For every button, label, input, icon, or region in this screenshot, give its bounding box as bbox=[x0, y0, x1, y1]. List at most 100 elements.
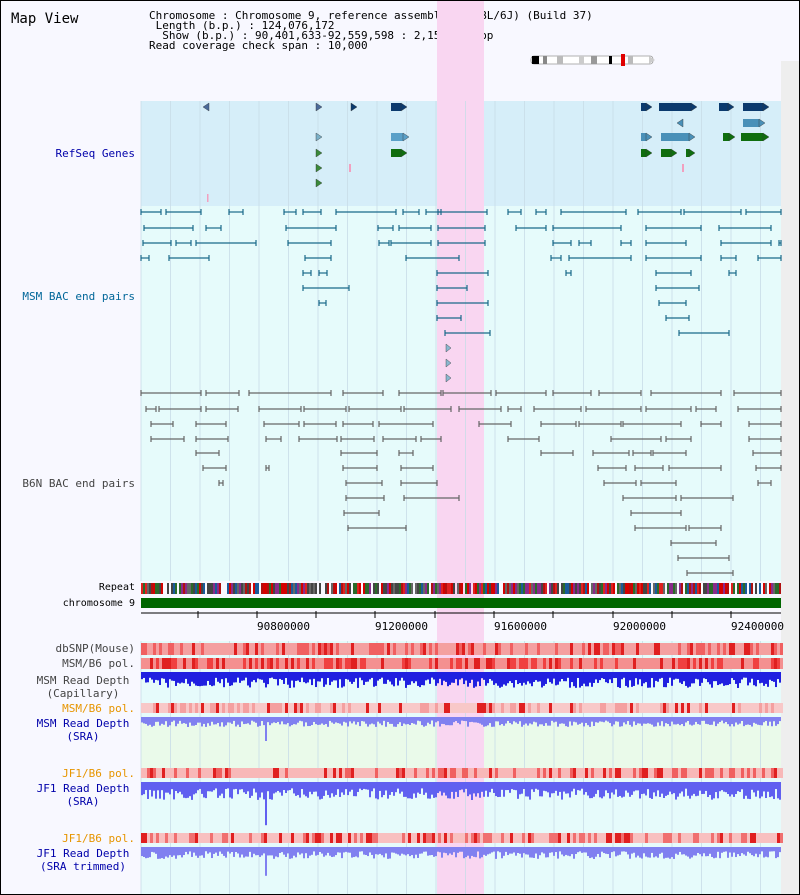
jf1-b6-pol-label[interactable]: JF1/B6 pol. bbox=[62, 767, 135, 780]
polymorphism-cell bbox=[525, 658, 528, 669]
polymorphism-cell bbox=[180, 768, 183, 778]
read-depth-bar bbox=[477, 672, 479, 682]
polymorphism-cell bbox=[255, 768, 258, 778]
read-depth-bar bbox=[739, 717, 741, 724]
read-depth-bar bbox=[325, 672, 327, 685]
polymorphism-cell bbox=[270, 658, 273, 669]
polymorphism-cell bbox=[255, 643, 258, 655]
read-depth-bar bbox=[309, 672, 311, 680]
read-depth-bar bbox=[481, 717, 483, 725]
polymorphism-cell bbox=[156, 833, 159, 843]
read-depth-bar bbox=[697, 717, 699, 725]
polymorphism-cell bbox=[765, 768, 768, 778]
msm-depth-capillary-label[interactable]: MSM Read Depth (Capillary) bbox=[31, 674, 135, 700]
polymorphism-cell bbox=[477, 833, 480, 843]
repeat-element bbox=[633, 583, 635, 594]
repeat-element bbox=[695, 583, 697, 594]
read-depth-bar bbox=[731, 717, 733, 725]
read-depth-bar bbox=[429, 717, 431, 725]
read-depth-bar bbox=[727, 672, 729, 686]
polymorphism-cell bbox=[438, 768, 441, 778]
polymorphism-cell bbox=[519, 833, 522, 843]
dbsnp-label[interactable]: dbSNP(Mouse) bbox=[55, 642, 135, 655]
polymorphism-cell bbox=[534, 833, 537, 843]
read-depth-bar bbox=[329, 672, 331, 686]
polymorphism-cell bbox=[321, 643, 324, 655]
read-depth-bar bbox=[331, 717, 333, 723]
polymorphism-cell bbox=[564, 703, 567, 713]
polymorphism-cell bbox=[510, 768, 513, 778]
polymorphism-cell bbox=[651, 833, 654, 843]
msm-bac-label[interactable]: MSM BAC end pairs bbox=[22, 290, 135, 303]
read-depth-bar bbox=[485, 847, 487, 856]
read-depth-bar bbox=[631, 717, 633, 727]
read-depth-bar bbox=[451, 672, 453, 683]
polymorphism-cell bbox=[261, 658, 264, 669]
polymorphism-cell bbox=[456, 768, 459, 778]
b6n-bac-label[interactable]: B6N BAC end pairs bbox=[22, 477, 135, 490]
repeat-element bbox=[191, 583, 193, 594]
jf1-depth-trimmed-label[interactable]: JF1 Read Depth (SRA trimmed) bbox=[31, 847, 135, 873]
read-depth-bar bbox=[351, 717, 353, 724]
read-depth-bar bbox=[491, 847, 493, 853]
read-depth-bar bbox=[331, 847, 333, 858]
polymorphism-cell bbox=[267, 768, 270, 778]
read-depth-bar bbox=[553, 847, 555, 856]
read-depth-bar bbox=[325, 847, 327, 856]
polymorphism-cell bbox=[738, 768, 741, 778]
refseq-genes-label[interactable]: RefSeq Genes bbox=[55, 147, 135, 160]
repeat-element bbox=[681, 583, 683, 594]
read-depth-bar bbox=[375, 672, 377, 686]
read-depth-bar bbox=[773, 782, 775, 800]
read-depth-bar bbox=[753, 672, 755, 686]
msm-b6-pol-label[interactable]: MSM/B6 pol. bbox=[62, 657, 135, 670]
read-depth-bar bbox=[649, 672, 651, 688]
polymorphism-cell bbox=[765, 703, 768, 713]
read-depth-bar bbox=[597, 672, 599, 683]
read-depth-bar bbox=[289, 672, 291, 688]
read-depth-bar bbox=[591, 717, 593, 722]
jf1-b6-pol-2-label[interactable]: JF1/B6 pol. bbox=[62, 832, 135, 845]
read-depth-bar bbox=[529, 847, 531, 858]
read-depth-bar bbox=[319, 717, 321, 725]
read-depth-bar bbox=[399, 782, 401, 794]
read-depth-bar bbox=[663, 672, 665, 688]
msm-b6-pol-2-label[interactable]: MSM/B6 pol. bbox=[62, 702, 135, 715]
msm-depth-sra-label[interactable]: MSM Read Depth (SRA) bbox=[31, 717, 135, 743]
polymorphism-cell bbox=[693, 768, 696, 778]
polymorphism-cell bbox=[246, 643, 249, 655]
read-depth-bar bbox=[659, 782, 661, 797]
read-depth-bar bbox=[539, 717, 541, 725]
read-depth-bar bbox=[675, 672, 677, 679]
polymorphism-cell bbox=[318, 643, 321, 655]
read-depth-bar bbox=[161, 847, 163, 859]
polymorphism-cell bbox=[567, 833, 570, 843]
polymorphism-cell bbox=[309, 658, 312, 669]
read-depth-bar bbox=[385, 672, 387, 684]
read-depth-bar bbox=[773, 672, 775, 682]
read-depth-bar bbox=[745, 717, 747, 725]
polymorphism-cell bbox=[171, 768, 174, 778]
chromosome-ideogram[interactable] bbox=[529, 53, 659, 67]
repeat-element bbox=[353, 583, 355, 594]
polymorphism-cell bbox=[576, 768, 579, 778]
jf1-depth-sra-label[interactable]: JF1 Read Depth (SRA) bbox=[31, 782, 135, 808]
repeat-element bbox=[555, 583, 557, 594]
repeat-element bbox=[175, 583, 177, 594]
read-depth-bar bbox=[367, 717, 369, 727]
polymorphism-cell bbox=[414, 658, 417, 669]
read-depth-bar bbox=[475, 782, 477, 797]
read-depth-bar bbox=[299, 672, 301, 683]
read-depth-bar bbox=[301, 672, 303, 678]
read-depth-bar bbox=[307, 672, 309, 683]
read-depth-bar bbox=[209, 672, 211, 685]
polymorphism-cell bbox=[216, 768, 219, 778]
read-depth-bar bbox=[519, 847, 521, 854]
read-depth-bar bbox=[609, 847, 611, 858]
read-depth-bar bbox=[411, 782, 413, 799]
polymorphism-cell bbox=[321, 833, 324, 843]
read-depth-bar bbox=[489, 782, 491, 793]
read-depth-bar bbox=[729, 717, 731, 727]
polymorphism-cell bbox=[228, 658, 231, 669]
